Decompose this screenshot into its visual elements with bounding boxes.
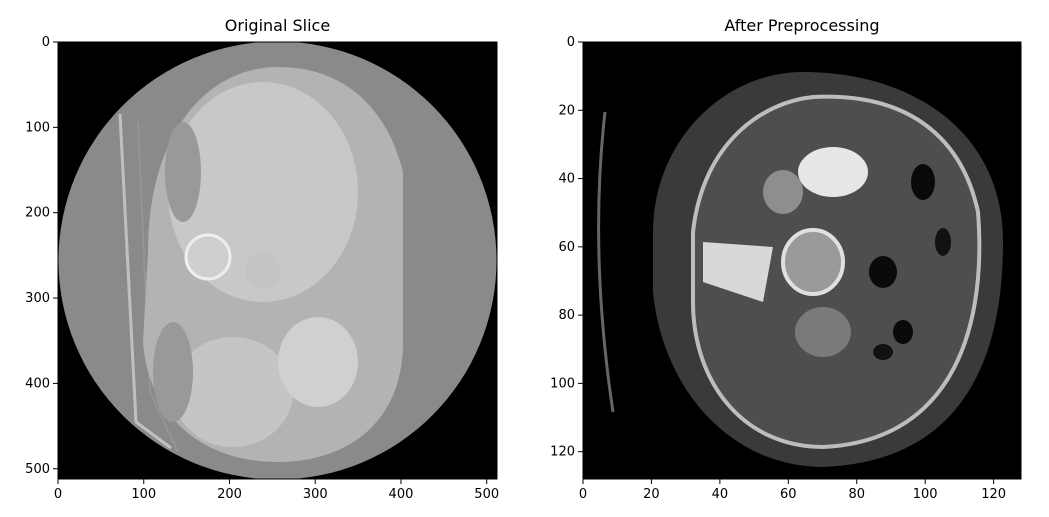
- x-tick-label: 20: [643, 487, 660, 502]
- y-tick-label: 40: [558, 172, 575, 187]
- right-panel-title: After Preprocessing: [724, 16, 880, 35]
- y-tick-label: 100: [550, 376, 575, 391]
- x-tick-label: 500: [474, 487, 499, 502]
- original-slice-image: 0 100 200 300 400 500 0 100 200 300 400 500: [25, 35, 499, 502]
- y-tick-label: 0: [567, 35, 575, 50]
- y-tick-label: 60: [558, 240, 575, 255]
- y-tick-label: 20: [558, 103, 575, 118]
- x-tick-label: 80: [848, 487, 865, 502]
- x-tick-label: 400: [389, 487, 414, 502]
- preprocessed-slice-image: 0 20 40 60 80 100 120 0 20 40 60 80 100 120: [550, 35, 1022, 502]
- x-tick-label: 0: [54, 487, 62, 502]
- x-tick-label: 100: [913, 487, 938, 502]
- left-panel-title: Original Slice: [224, 16, 331, 35]
- x-tick-label: 120: [981, 487, 1006, 502]
- x-tick-label: 300: [303, 487, 328, 502]
- y-tick-label: 400: [25, 376, 50, 391]
- y-tick-label: 100: [25, 120, 50, 135]
- x-tick-label: 60: [780, 487, 797, 502]
- x-tick-label: 40: [712, 487, 729, 502]
- y-tick-label: 120: [550, 445, 575, 460]
- x-tick-label: 200: [217, 487, 242, 502]
- y-tick-label: 0: [42, 35, 50, 50]
- y-tick-label: 300: [25, 291, 50, 306]
- x-tick-label: 0: [579, 487, 587, 502]
- y-tick-label: 500: [25, 462, 50, 477]
- y-tick-label: 80: [558, 308, 575, 323]
- y-tick-label: 200: [25, 206, 50, 221]
- x-tick-label: 100: [131, 487, 156, 502]
